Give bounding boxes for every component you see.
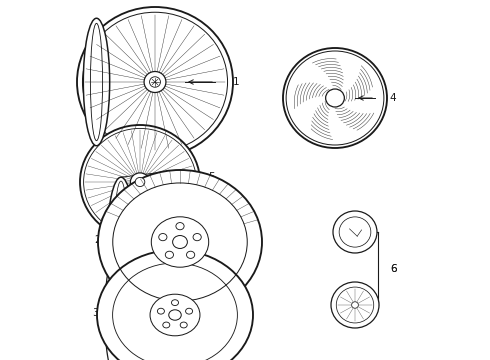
Ellipse shape — [113, 255, 136, 360]
Ellipse shape — [172, 300, 178, 306]
Ellipse shape — [97, 250, 253, 360]
Ellipse shape — [283, 48, 387, 148]
Ellipse shape — [150, 294, 200, 336]
Text: 5: 5 — [208, 172, 215, 182]
Ellipse shape — [144, 72, 166, 93]
Ellipse shape — [82, 12, 227, 152]
Text: 2: 2 — [95, 235, 101, 245]
Ellipse shape — [169, 310, 181, 320]
Ellipse shape — [176, 222, 184, 230]
Ellipse shape — [77, 7, 233, 157]
Text: 1: 1 — [233, 77, 240, 87]
Ellipse shape — [331, 282, 379, 328]
Ellipse shape — [286, 51, 384, 145]
Ellipse shape — [159, 234, 167, 241]
Text: 3: 3 — [93, 308, 99, 318]
Ellipse shape — [80, 125, 200, 239]
Ellipse shape — [84, 129, 196, 235]
Ellipse shape — [157, 308, 165, 314]
Ellipse shape — [105, 258, 123, 360]
Ellipse shape — [165, 251, 173, 258]
Text: 6: 6 — [390, 264, 396, 274]
Ellipse shape — [163, 322, 170, 328]
Text: 6: 6 — [390, 264, 396, 274]
Ellipse shape — [333, 211, 377, 253]
Ellipse shape — [193, 234, 201, 241]
Text: 4: 4 — [389, 93, 395, 103]
Ellipse shape — [172, 235, 187, 248]
Ellipse shape — [130, 173, 149, 191]
Ellipse shape — [186, 308, 193, 314]
Ellipse shape — [149, 77, 160, 87]
Ellipse shape — [98, 170, 262, 314]
Ellipse shape — [107, 177, 135, 307]
Ellipse shape — [135, 177, 145, 186]
Ellipse shape — [180, 322, 187, 328]
Ellipse shape — [326, 89, 344, 107]
Ellipse shape — [352, 302, 358, 308]
Ellipse shape — [151, 217, 209, 267]
Ellipse shape — [83, 18, 110, 146]
Ellipse shape — [187, 251, 195, 258]
